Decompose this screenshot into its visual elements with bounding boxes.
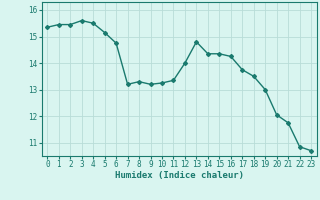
X-axis label: Humidex (Indice chaleur): Humidex (Indice chaleur)	[115, 171, 244, 180]
